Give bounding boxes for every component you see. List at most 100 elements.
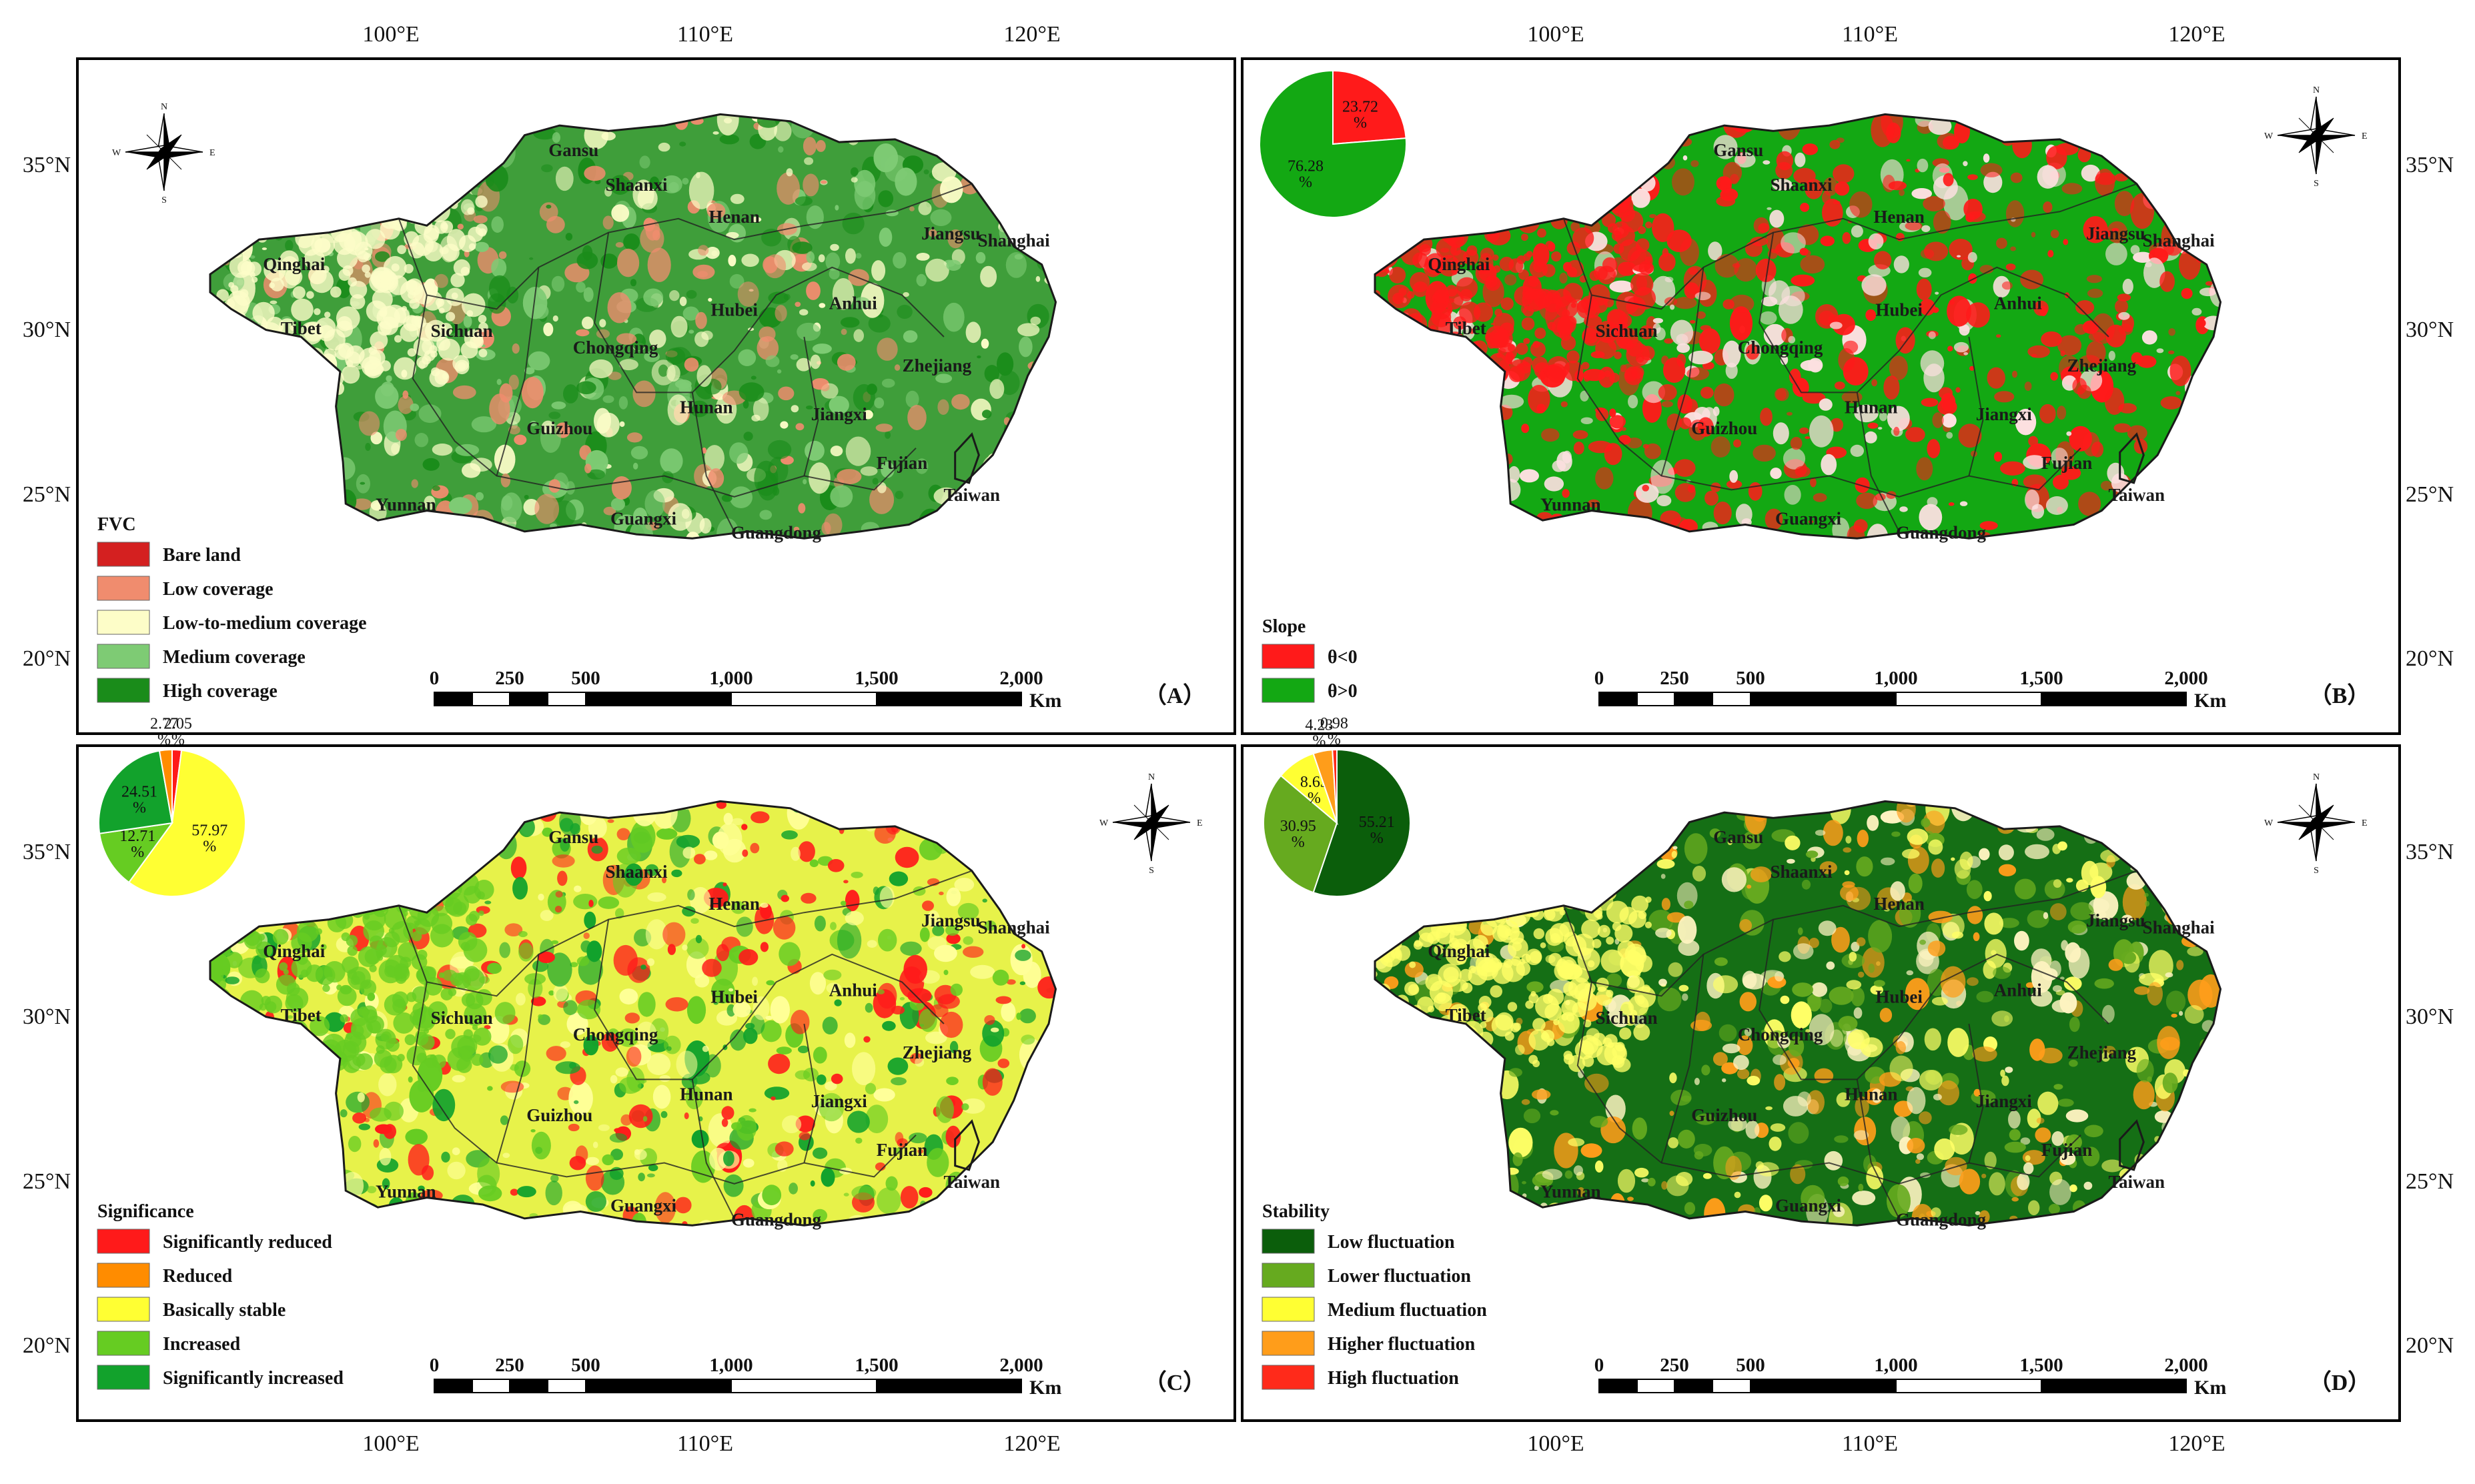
province-label: Henan (708, 207, 760, 227)
pie-label: 57.97% (191, 822, 227, 855)
pie-label: 2.77% (150, 716, 178, 749)
legend-label: Lower fluctuation (1328, 1266, 1471, 1287)
scale-unit: Km (2194, 690, 2226, 712)
right-latitude-label: 20°N (2406, 1333, 2454, 1358)
province-boundary (496, 954, 540, 1163)
compass-w: W (112, 148, 121, 158)
left-latitude-label: 25°N (23, 1169, 71, 1194)
scale-label: 250 (495, 668, 524, 689)
province-label: Hubei (710, 300, 758, 320)
province-boundary (412, 982, 917, 1185)
province-label: Zhejiang (903, 355, 972, 376)
right-latitude-label: 35°N (2406, 153, 2454, 177)
legend-label: Increased (163, 1334, 241, 1355)
province-boundary (1759, 232, 2109, 394)
province-label: Jiangsu (2086, 223, 2145, 243)
panel-a: Qinghai Tibet Gansu Shaanxi Henan JiangsuShan… (76, 57, 1236, 735)
legend-swatch (97, 1331, 150, 1356)
province-label: Chongqing (573, 337, 658, 357)
legend-swatch (97, 610, 150, 635)
legend-label: Low-to-medium coverage (163, 613, 367, 634)
province-label: Guangxi (1775, 1195, 1842, 1215)
province-label: Chongqing (1738, 1024, 1823, 1044)
scale-label: 250 (495, 1355, 524, 1376)
legend-label: Basically stable (163, 1300, 286, 1321)
pie-label: 0.98% (1320, 715, 1348, 748)
legend-swatch (1262, 1297, 1315, 1322)
scale-label: 500 (1736, 668, 1765, 689)
province-label: Sichuan (431, 1008, 493, 1028)
pie-chart: 23.72 % 76.28% (1258, 69, 1407, 218)
map-panels: Qinghai Tibet Gansu Shaanxi Henan Jiangsu Shan… (76, 57, 2401, 1422)
top-longitude-label: 120°E (1003, 22, 1060, 47)
north-arrow-icon: N S E W (2264, 85, 2368, 189)
province-boundary (398, 183, 973, 310)
province-label: Shaanxi (1770, 175, 1833, 195)
compass-e: E (1197, 818, 1203, 828)
right-latitude-label: 20°N (2406, 646, 2454, 671)
province-label: Chongqing (1738, 337, 1823, 357)
legend-title: FVC (97, 514, 136, 535)
province-label: Hubei (1875, 300, 1923, 320)
bottom-longitude-label: 110°E (677, 1431, 733, 1456)
province-label: Sichuan (1596, 1008, 1658, 1028)
province-label: Guizhou (526, 418, 592, 438)
province-label: Qinghai (1428, 941, 1490, 961)
bottom-longitude-label: 110°E (1842, 1431, 1898, 1456)
legend-label: θ<0 (1328, 647, 1358, 668)
scale-unit: Km (1029, 690, 1061, 712)
province-label: Shaanxi (605, 175, 668, 195)
province-label: Guangxi (610, 1195, 677, 1215)
legend-title: Stability (1262, 1201, 1330, 1222)
right-latitude-label: 25°N (2406, 482, 2454, 507)
province-label: Guangxi (610, 508, 677, 528)
province-label: Tibet (281, 318, 322, 338)
legend-swatch (97, 1365, 150, 1390)
province-label: Sichuan (431, 321, 493, 341)
pie-label: 23.72% (1342, 99, 1378, 132)
legend-swatch (97, 1263, 150, 1288)
province-label: Jiangsu (2086, 910, 2145, 930)
scale-label: 1,000 (709, 668, 753, 689)
compass-n: N (2313, 772, 2320, 782)
compass-n: N (1148, 772, 1155, 782)
province-label: Sichuan (1596, 321, 1658, 341)
pie-label: 4.23% (1305, 717, 1333, 750)
right-latitude-label: 25°N (2406, 1169, 2454, 1194)
province-label: Gansu (1713, 827, 1763, 847)
province-label: Fujian (2041, 453, 2093, 473)
province-label: Guangdong (731, 1209, 822, 1229)
province-label: Hunan (1845, 398, 1898, 418)
province-label: Gansu (1713, 140, 1763, 160)
province-label: Shanghai (978, 917, 1051, 937)
province-label: Zhejiang (2067, 355, 2137, 376)
province-label: Gansu (548, 140, 598, 160)
legend: Slope θ<0 θ>0 (1262, 616, 1358, 703)
legend-swatch (97, 576, 150, 601)
scale-label: 500 (1736, 1355, 1765, 1376)
legend-swatch (97, 1297, 150, 1322)
pie-slice (1332, 69, 1407, 145)
compass-s: S (1149, 866, 1154, 876)
province-label: Anhui (829, 293, 878, 313)
scale-label: 500 (571, 668, 600, 689)
scale-label: 1,500 (855, 668, 898, 689)
north-arrow-icon: N S E W (2264, 772, 2368, 876)
province-label: Jiangxi (811, 1091, 868, 1111)
left-latitude-label: 25°N (23, 482, 71, 507)
scale-label: 1,500 (2019, 668, 2063, 689)
province-boundary (1856, 392, 1900, 532)
province-boundary (1660, 267, 1704, 476)
pie-label: 55.21% (1359, 814, 1395, 847)
province-label: Hunan (680, 398, 733, 418)
province-boundary (691, 392, 735, 532)
graticule-labels: 100°E 100°E 110°E 110°E 120°E 120°E 100°E 100°E… (23, 22, 2454, 1456)
pie-label: 76.28% (1288, 158, 1324, 191)
scale-label: 1,000 (1874, 668, 1917, 689)
pie-slice (98, 822, 174, 884)
province-boundary (691, 1079, 735, 1219)
pie-label: 2.05% (164, 715, 192, 748)
taiwan-boundary (954, 432, 980, 484)
province-boundary (1576, 982, 2081, 1185)
